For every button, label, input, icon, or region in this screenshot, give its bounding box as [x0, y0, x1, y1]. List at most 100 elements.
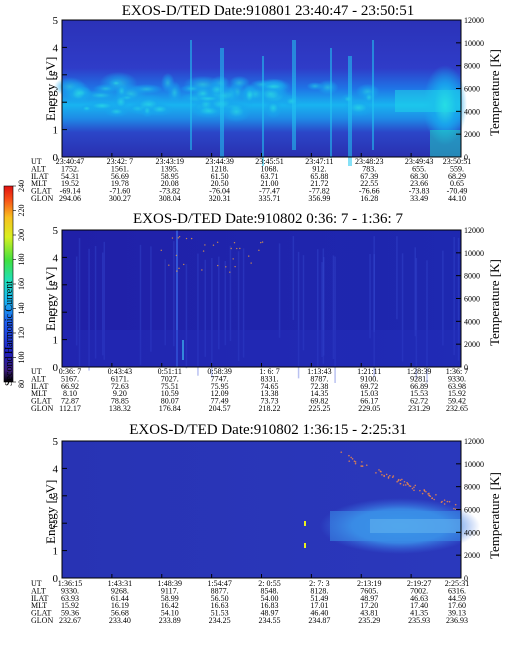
- row-label: UT: [31, 157, 42, 166]
- colorbar-tick-label: 180: [17, 254, 26, 266]
- table-cell: 56.50: [211, 594, 229, 603]
- table-cell: 44.59: [448, 594, 466, 603]
- table-cell: 16.19: [111, 601, 129, 610]
- table-cell: 356.99: [308, 194, 330, 203]
- colorbar-label: Second Harmonic Current: [4, 281, 15, 386]
- table-cell: 72.38: [310, 382, 328, 391]
- table-cell: 138.32: [109, 404, 131, 413]
- row-label: GLAT: [31, 397, 52, 406]
- table-cell: 294.06: [59, 194, 81, 203]
- table-cell: 204.57: [209, 404, 231, 413]
- ytick-label: 1: [53, 125, 59, 137]
- table-cell: 72.63: [111, 382, 129, 391]
- table-cell: 235.93: [408, 616, 430, 625]
- table-cell: 65.88: [310, 172, 328, 181]
- table-cell: 1:54:47: [207, 579, 231, 588]
- colorbar-tick-label: 140: [17, 303, 26, 315]
- table-cell: 2:25:31: [445, 579, 469, 588]
- y2tick-label: 10000: [464, 460, 484, 469]
- table-cell: 23:45:51: [255, 157, 283, 166]
- table-cell: 12.09: [211, 389, 229, 398]
- table-cell: 61.50: [211, 172, 229, 181]
- table-cell: 176.84: [159, 404, 181, 413]
- table-cell: 23.66: [410, 179, 428, 188]
- table-cell: 232.67: [59, 616, 81, 625]
- table-cell: 559.: [450, 164, 464, 173]
- table-cell: 1:36: 7: [446, 367, 468, 376]
- table-cell: 66.89: [410, 382, 428, 391]
- y2tick-label: 12000: [464, 437, 484, 446]
- row-label: GLON: [31, 194, 53, 203]
- y2tick-label: 8000: [464, 483, 480, 492]
- y2tick-label: 0: [464, 363, 468, 372]
- table-cell: 21.72: [310, 179, 328, 188]
- colorbar-tick-label: 200: [17, 229, 26, 241]
- ytick-label: 2: [53, 518, 59, 530]
- row-label: UT: [31, 367, 42, 376]
- ytick-label: 2: [53, 307, 59, 319]
- table-cell: -76.04: [209, 187, 230, 196]
- panel-3-title: EXOS-D/TED Date:910802 1:36:15 - 2:25:31: [129, 422, 406, 438]
- table-cell: 51.53: [211, 609, 229, 618]
- table-cell: 77.49: [211, 397, 229, 406]
- table-cell: 0.65: [450, 179, 464, 188]
- ytick-label: 4: [53, 463, 59, 475]
- table-cell: 9281.: [410, 374, 428, 383]
- panel-3-y2label: Temperature [K]: [487, 472, 502, 559]
- table-cell: 72.87: [61, 397, 79, 406]
- row-label: ILAT: [31, 382, 48, 391]
- ytick-label: 4: [53, 42, 59, 54]
- panel-1-title: EXOS-D/TED Date:910801 23:40:47 - 23:50:…: [122, 3, 414, 19]
- table-cell: 9100.: [360, 374, 378, 383]
- row-label: GLON: [31, 616, 53, 625]
- table-cell: 308.04: [159, 194, 181, 203]
- y2tick-label: 10000: [464, 249, 484, 258]
- table-cell: 15.53: [410, 389, 428, 398]
- table-cell: 15.92: [61, 601, 79, 610]
- table-cell: 78.85: [111, 397, 129, 406]
- row-label: ALT: [31, 164, 46, 173]
- table-cell: 80.07: [161, 397, 179, 406]
- ytick-label: 2: [53, 97, 59, 109]
- table-cell: -70.49: [447, 187, 468, 196]
- table-cell: 234.87: [308, 616, 330, 625]
- table-cell: 73.73: [261, 397, 279, 406]
- panel-2: EXOS-D/TED Date:910802 0:36: 7 - 1:36: 7…: [31, 211, 502, 413]
- panel-2-ylabel: Energy [eV]: [43, 267, 58, 331]
- table-cell: 0:51:11: [158, 367, 182, 376]
- table-cell: 229.05: [358, 404, 380, 413]
- table-cell: 232.65: [446, 404, 468, 413]
- table-cell: 1395.: [161, 164, 179, 173]
- table-cell: 23:50:51: [443, 157, 471, 166]
- table-cell: 23:42: 7: [107, 157, 133, 166]
- table-cell: 69.82: [310, 397, 328, 406]
- table-cell: 21.00: [261, 179, 279, 188]
- table-cell: 1:28:39: [407, 367, 431, 376]
- table-cell: 22.55: [360, 179, 378, 188]
- table-cell: 10.59: [161, 389, 179, 398]
- table-cell: 17.40: [410, 601, 428, 610]
- table-cell: 9.20: [113, 389, 127, 398]
- table-cell: 39.13: [448, 609, 466, 618]
- table-cell: -71.60: [110, 187, 131, 196]
- table-cell: 16.63: [211, 601, 229, 610]
- table-cell: 46.40: [310, 609, 328, 618]
- colorbar-tick-label: 220: [17, 205, 26, 217]
- y2tick-label: 2000: [464, 551, 480, 560]
- table-cell: 23:47:11: [305, 157, 333, 166]
- row-label: ILAT: [31, 594, 48, 603]
- table-cell: 63.93: [61, 594, 79, 603]
- table-cell: 41.35: [410, 609, 428, 618]
- table-cell: 16.83: [261, 601, 279, 610]
- table-cell: 2: 0:55: [258, 579, 280, 588]
- ytick-label: 3: [53, 491, 59, 503]
- table-cell: 44.10: [448, 194, 466, 203]
- ytick-label: 0: [53, 362, 59, 374]
- row-label: MLT: [31, 179, 47, 188]
- table-cell: 69.72: [360, 382, 378, 391]
- table-cell: 0:58:39: [207, 367, 231, 376]
- table-cell: 231.29: [408, 404, 430, 413]
- table-cell: 1068.: [261, 164, 279, 173]
- table-cell: 218.22: [259, 404, 281, 413]
